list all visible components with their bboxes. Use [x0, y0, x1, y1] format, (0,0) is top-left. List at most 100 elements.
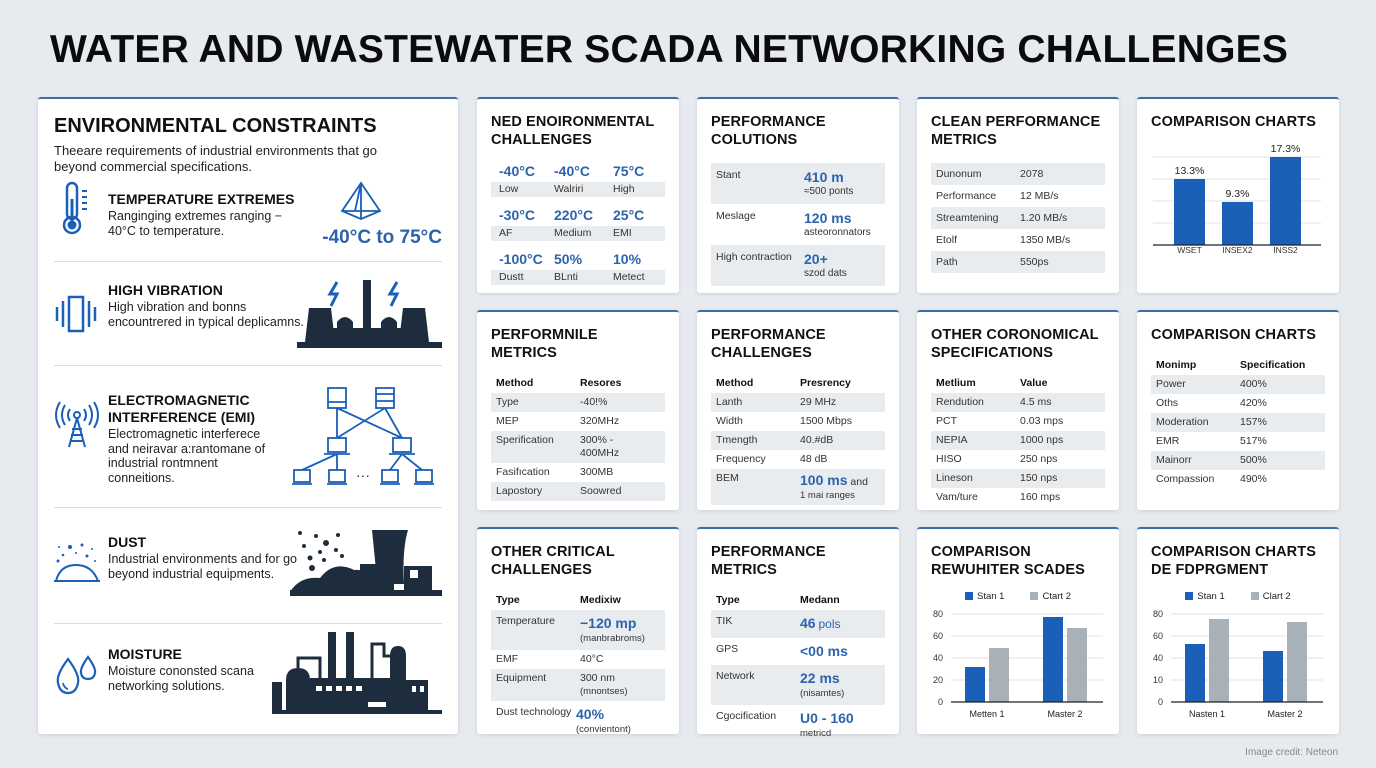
grid-label: EMI: [613, 227, 632, 239]
table-row: Path 550ps: [931, 251, 1105, 273]
comparison-bar-chart: 13.3% 9.3% 17.3% WSET INSEX2 INSS2: [1153, 143, 1321, 255]
env-item-temperature: TEMPERATURE EXTREMES Ranginging extremes…: [54, 177, 442, 262]
env-item-body: Moisture cononsted scana networking solu…: [108, 664, 254, 693]
card-title: PERFORMANCE CHALLENGES: [711, 327, 826, 361]
comparison-grouped-chart-card-2: COMPARISON CHARTS DE FDPRGMENT Stan 1 Cl…: [1137, 527, 1339, 734]
temperature-grid: -40°C -40°C 75°C Low Walriri High -30°C 220°C…: [491, 163, 665, 285]
solutions-table: Stant 410 m ≈500 ponts Meslage 120 ms aste…: [711, 163, 885, 286]
metrics-table: Dunonum 2078 Performance 12 MB/s Streamten…: [931, 163, 1105, 273]
chart-legend: Stan 1 Ctart 2: [931, 591, 1105, 602]
page-title: WATER AND WASTEWATER SCADA NETWORKING CH…: [50, 28, 1289, 71]
table-row: Compassion 490%: [1156, 473, 1267, 485]
table-row: Frequency 48 dB: [716, 453, 828, 465]
svg-text:80: 80: [1153, 609, 1163, 619]
grid-label: Low: [499, 183, 519, 195]
table-row: BEM 100 ms and 1 mai ranges: [711, 469, 885, 505]
table-row: Moderation 157%: [1151, 413, 1325, 432]
temperature-range: -40°C to 75°C: [322, 227, 442, 248]
metrics-table: Method Presrency Lanth 29 MHz Width 1500 Mb…: [711, 374, 885, 505]
performance-solutions-card: PERFORMANCE COLUTIONS Stant 410 m ≈500 po…: [697, 97, 899, 293]
grid-value: 75°C: [613, 163, 645, 179]
env-item-body: High vibration and bonns encountrered in…: [108, 300, 304, 329]
comparison-table: Monimp Specification Power 400% Oths 420% M…: [1151, 356, 1325, 489]
svg-text:INSS2: INSS2: [1273, 245, 1298, 253]
performance-metrics-card: PERFORMANCE METRICS Type Medann TIK 46 pol…: [697, 527, 899, 739]
grid-label: Walriri: [554, 183, 584, 195]
svg-text:40: 40: [1153, 653, 1163, 663]
card-title: COMPARISON CHARTS DE FDPRGMENT: [1151, 544, 1316, 578]
table-row: Dunonum 2078: [931, 163, 1105, 185]
env-item-vibration: HIGH VIBRATION High vibration and bonns …: [54, 262, 442, 366]
grid-label: High: [613, 183, 635, 195]
env-item-title: DUST: [108, 534, 147, 550]
power-plant-lightning-icon: [297, 280, 442, 348]
water-drops-icon: [56, 655, 97, 695]
table-row: Streamtening 1.20 MB/s: [931, 207, 1105, 229]
table-row: Equipment 300 nm (mnontses): [491, 669, 665, 701]
svg-text:40: 40: [933, 653, 943, 663]
grouped-bar-chart: 80 60 40 20 0 Metten 1 Master 2: [933, 609, 1103, 719]
env-item-title: HIGH VIBRATION: [108, 282, 223, 298]
table-row: Oths 420%: [1156, 397, 1267, 409]
table-row: Performance 12 MB/s: [936, 190, 1059, 202]
table-row: Lanth 29 MHz: [711, 393, 885, 412]
grouped-bar-chart: 80 60 40 10 0 Nasten 1 Master 2: [1153, 609, 1323, 719]
table-row: Type -40!%: [491, 393, 665, 412]
card-title: OTHER CORONOMICAL SPECIFICATIONS: [931, 327, 1099, 361]
svg-text:9.3%: 9.3%: [1226, 188, 1250, 200]
grid-value: -30°C: [499, 207, 535, 223]
table-row: Sperification 300% - 400MHz: [491, 431, 665, 463]
metrics-table: Type Medann TIK 46 pols GPS <00 ms Network 2…: [711, 591, 885, 745]
table-row: Rendution 4.5 ms: [931, 393, 1105, 412]
env-item-dust: DUST Industrial environments and for go …: [54, 508, 442, 624]
grid-label: Medium: [554, 227, 592, 239]
table-row: High contraction 20+ szod dats: [711, 245, 885, 286]
table-row: GPS <00 ms: [716, 643, 848, 659]
svg-text:60: 60: [933, 631, 943, 641]
pyramid-icon: [340, 181, 382, 220]
card-title: COMPARISON REWUHITER SCADES: [931, 544, 1085, 578]
card-title: PERFORMANCE METRICS: [711, 544, 826, 578]
svg-text:13.3%: 13.3%: [1175, 165, 1205, 177]
card-title: PERFORMNILE METRICS: [491, 327, 598, 361]
metrics-table: Method Resores Type -40!% MEP 320MHz Sperif…: [491, 374, 665, 501]
grid-value: -40°C: [499, 163, 535, 179]
env-item-body: Electromagnetic interferece and neiravar…: [108, 427, 266, 485]
table-row: Temperature −120 mp (manbrabroms): [491, 610, 665, 650]
dust-factory-icon: [290, 530, 442, 596]
thermometer-icon: [62, 181, 87, 235]
comparison-bar-chart-card: COMPARISON CHARTS 13.3% 9.3% 17.3% WSET …: [1137, 97, 1339, 293]
table-header: Method Resores: [496, 377, 622, 389]
other-specifications-card: OTHER CORONOMICAL SPECIFICATIONS Metlium…: [917, 310, 1119, 510]
table-row: Cgocification U0 - 160 metricd: [716, 710, 854, 739]
env-item-body: Ranginging extremes ranging − 40°C to te…: [108, 209, 283, 238]
performnile-metrics-card: PERFORMNILE METRICS Method Resores Type -4…: [477, 310, 679, 510]
table-row: TIK 46 pols: [711, 610, 885, 638]
svg-text:10: 10: [1153, 675, 1163, 685]
grid-value: 220°C: [554, 207, 594, 223]
network-topology-icon: ···: [292, 387, 434, 485]
table-row: Tmength 40.#dB: [711, 431, 885, 450]
table-row: Dust technology 40% (convientont): [496, 706, 631, 735]
table-row: Meslage 120 ms asteoronnators: [716, 210, 871, 238]
grid-label: AF: [499, 227, 513, 239]
svg-text:···: ···: [356, 467, 370, 483]
table-row: Power 400%: [1151, 375, 1325, 394]
svg-text:WSET: WSET: [1177, 245, 1202, 253]
svg-text:INSEX2: INSEX2: [1222, 245, 1253, 253]
card-title: COMPARISON CHARTS: [1151, 114, 1316, 130]
table-row: Fasifıcation 300MB: [496, 466, 614, 478]
card-title: COMPARISON CHARTS: [1151, 327, 1316, 343]
grid-value: 50%: [554, 251, 583, 267]
table-header: Type Medann: [716, 594, 840, 606]
env-item-title: MOISTURE: [108, 646, 182, 662]
grid-label: BLnti: [554, 271, 578, 283]
chart-legend: Stan 1 Clart 2: [1151, 591, 1325, 602]
table-row: Lineson 150 nps: [931, 469, 1105, 488]
performance-challenges-card: PERFORMANCE CHALLENGES Method Presrency L…: [697, 310, 899, 510]
image-credit: Image credit: Neteon: [1245, 747, 1338, 758]
grid-value: 10%: [613, 251, 642, 267]
table-row: Stant 410 m ≈500 ponts: [711, 163, 885, 204]
svg-text:80: 80: [933, 609, 943, 619]
svg-text:Nasten 1: Nasten 1: [1189, 709, 1225, 719]
